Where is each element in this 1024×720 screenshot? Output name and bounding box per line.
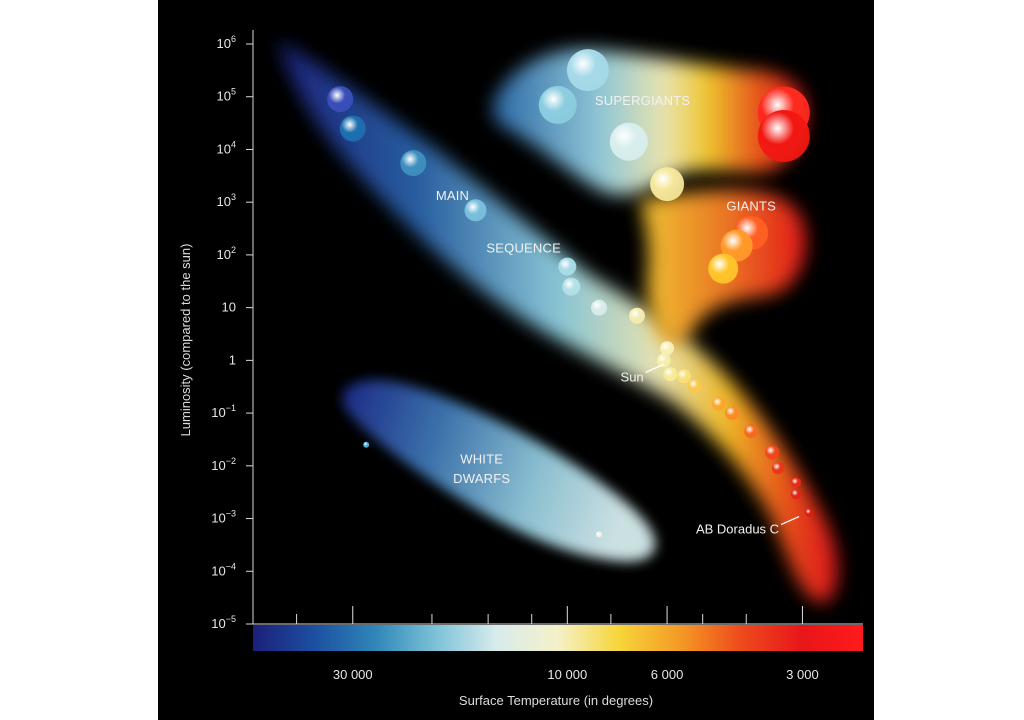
star-marker <box>558 257 577 276</box>
y-tick-label: 106 <box>217 34 236 51</box>
y-tick-label: 1 <box>229 352 236 367</box>
x-tick-label: 3 000 <box>786 667 819 682</box>
star-marker <box>720 229 753 262</box>
y-tick-label: 105 <box>217 87 236 104</box>
star-marker <box>562 277 581 296</box>
star-marker <box>765 445 780 460</box>
y-tick-label: 10−1 <box>211 403 236 420</box>
star-marker <box>363 441 370 448</box>
region-label: SEQUENCE <box>486 241 561 256</box>
region-label: SUPERGIANTS <box>595 93 691 108</box>
plot-axes <box>252 30 863 651</box>
region-label: MAIN <box>436 188 469 203</box>
y-tick-label: 10−3 <box>211 509 236 526</box>
star-marker <box>566 49 609 92</box>
star-marker <box>805 508 814 517</box>
star-marker <box>757 110 810 162</box>
star-marker <box>629 307 645 324</box>
supergiants-band <box>493 49 806 196</box>
star-marker <box>339 115 366 142</box>
star-marker <box>688 378 702 393</box>
star-marker <box>538 85 577 124</box>
region-labels: SUPERGIANTS GIANTS MAIN SEQUENCE WHITE DWARFS <box>436 93 776 486</box>
star-marker <box>609 122 648 161</box>
star-markers <box>327 49 814 538</box>
temperature-color-bar <box>253 625 863 651</box>
star-marker <box>660 341 675 356</box>
region-label: DWARFS <box>453 471 510 486</box>
star-marker <box>791 489 801 500</box>
annotations: Sun AB Doradus C <box>621 363 800 537</box>
region-label: GIANTS <box>726 198 776 213</box>
y-axis-title: Luminosity (compared to the sun) <box>178 244 193 437</box>
annotation-leader <box>645 363 664 373</box>
hr-diagram-frame: 106 105 104 103 102 10 1 10−1 10−2 10−3 10−4 10−5 3… <box>158 0 874 720</box>
y-tick-label: 104 <box>217 139 236 156</box>
star-marker <box>663 367 678 382</box>
x-tick-label: 6 000 <box>651 667 684 682</box>
x-tick-label: 10 000 <box>547 667 587 682</box>
x-axis-ticks: 30 000 10 000 6 000 3 000 <box>296 606 819 682</box>
star-marker <box>327 86 354 113</box>
annotation-leader <box>780 515 800 526</box>
star-marker <box>591 299 607 316</box>
star-marker <box>677 369 692 384</box>
star-marker <box>400 150 427 177</box>
x-tick-label: 30 000 <box>333 667 373 682</box>
y-tick-label: 10−2 <box>211 456 236 473</box>
y-tick-label: 10−5 <box>211 614 236 631</box>
y-tick-label: 102 <box>217 245 236 262</box>
main-sequence-band <box>278 40 838 603</box>
y-tick-label: 10−4 <box>211 561 236 578</box>
star-marker <box>656 353 671 368</box>
star-marker <box>791 477 801 488</box>
white-dwarfs-band <box>342 380 656 562</box>
y-tick-label: 10 <box>222 300 236 315</box>
annotation-label: Sun <box>621 369 644 384</box>
region-label: WHITE <box>460 452 503 467</box>
star-marker <box>650 167 685 202</box>
star-marker <box>712 396 726 411</box>
star-marker <box>708 253 739 284</box>
star-marker <box>772 462 784 475</box>
star-marker <box>596 531 602 538</box>
annotation-label: AB Doradus C <box>696 522 779 537</box>
x-axis-title: Surface Temperature (in degrees) <box>459 693 653 708</box>
star-marker <box>464 199 487 222</box>
star-marker <box>744 424 759 439</box>
star-marker <box>725 406 740 421</box>
y-tick-label: 103 <box>217 192 236 209</box>
